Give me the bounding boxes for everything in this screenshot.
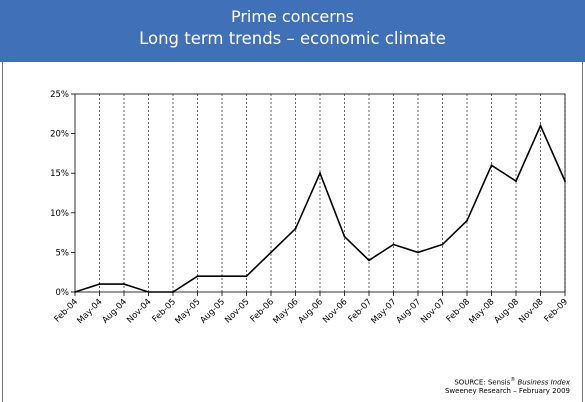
x-tick-labels: Feb-04May-04Aug-04Nov-04Feb-05May-05Aug-… (53, 297, 571, 326)
y-tick-label: 20% (50, 130, 69, 140)
source-prefix: SOURCE: Sensis (454, 378, 511, 387)
x-tick-label: May-08 (467, 297, 496, 326)
data-point (392, 243, 395, 246)
x-tick-label: Nov-07 (419, 297, 447, 325)
data-point (417, 251, 419, 254)
source-note: SOURCE: Sensis® Business Index Sweeney R… (445, 376, 570, 396)
data-point (368, 259, 370, 262)
series (74, 123, 566, 293)
data-point (123, 283, 125, 285)
data-point (172, 291, 174, 293)
axes (71, 93, 566, 296)
y-tick-labels: 0% 5% 10% 15% 20% 25% (50, 90, 69, 298)
y-tick-label: 5% (56, 248, 70, 258)
x-tick-label: May-06 (271, 297, 300, 326)
x-tick-label: Aug-07 (394, 297, 423, 326)
x-tick-label: Aug-05 (198, 297, 227, 326)
frame-left-border (2, 62, 3, 402)
data-point (466, 219, 468, 222)
y-tick-label: 10% (50, 209, 69, 219)
x-tick-label: Nov-06 (321, 297, 349, 325)
x-tick-label: May-05 (173, 297, 202, 326)
slide-subtitle: Long term trends – economic climate (139, 29, 446, 48)
data-point (221, 275, 223, 278)
slide-title: Prime concerns (230, 7, 355, 26)
y-tick-label: 15% (50, 169, 69, 179)
y-tick-label: 0% (56, 288, 70, 298)
grid-lines (99, 94, 566, 292)
data-point (490, 164, 493, 167)
x-tick-label: Nov-05 (223, 297, 251, 325)
data-point (270, 251, 272, 254)
x-tick-label: Aug-06 (296, 297, 325, 326)
data-point (74, 291, 76, 293)
data-point (319, 172, 321, 175)
title-banner: Prime concerns Long term trends – econom… (0, 0, 585, 62)
x-tick-label: May-04 (75, 297, 104, 326)
data-point (196, 275, 199, 278)
x-tick-label: Feb-09 (543, 297, 571, 325)
data-point (245, 275, 248, 278)
y-tick-label: 25% (50, 90, 69, 100)
data-point (294, 227, 297, 230)
x-tick-label: Nov-04 (125, 297, 153, 325)
source-line-2: Sweeney Research – February 2009 (444, 387, 570, 396)
source-line-1: SOURCE: Sensis® Business Index (445, 376, 570, 387)
source-publication: Business Index (517, 378, 571, 387)
x-tick-label: May-07 (369, 297, 398, 326)
registered-mark: ® (510, 377, 516, 383)
x-tick-label: Nov-08 (517, 297, 545, 325)
data-point (515, 180, 517, 183)
data-point (147, 291, 150, 293)
frame-right-border (582, 62, 583, 402)
x-tick-label: Aug-08 (492, 297, 521, 326)
data-point (343, 235, 346, 238)
data-point (98, 283, 101, 285)
data-point (441, 243, 444, 246)
x-tick-label: Aug-04 (100, 297, 129, 326)
data-point (564, 180, 566, 183)
data-point (539, 124, 542, 127)
